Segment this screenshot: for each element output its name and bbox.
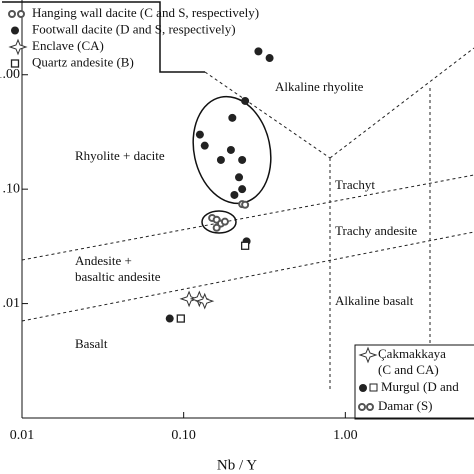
legend-icon <box>10 59 20 68</box>
point <box>195 130 204 139</box>
point <box>238 155 247 164</box>
legend-icon <box>366 403 374 411</box>
group-outline <box>201 210 237 234</box>
field-boundary <box>204 71 331 159</box>
point <box>220 217 229 226</box>
field-label: Basalt <box>75 336 108 351</box>
point <box>230 190 239 199</box>
field-boundary <box>21 231 474 322</box>
field-label: Andesite + <box>75 253 132 268</box>
field-label: Trachyt <box>335 177 375 192</box>
y-tick-label: .10 <box>3 181 21 196</box>
point <box>226 145 235 154</box>
point <box>235 173 244 182</box>
field-boundary <box>329 47 474 159</box>
field-label: Alkaline basalt <box>335 293 414 308</box>
field-boundary <box>21 174 474 261</box>
y-tick-label: .01 <box>3 296 21 311</box>
legend-label: Hanging wall dacite (C and S, respective… <box>32 5 259 20</box>
point <box>200 141 209 150</box>
legend-icon <box>369 383 378 392</box>
legend-label: Footwall dacite (D and S, respectively) <box>32 21 236 36</box>
inset-legend-label: Damar (S) <box>378 398 433 413</box>
legend-icon <box>359 384 367 392</box>
legend-label: Quartz andesite (B) <box>32 54 134 69</box>
legend-icon <box>358 346 378 364</box>
field-label: Alkaline rhyolite <box>275 79 364 94</box>
inset-legend-label: (C and CA) <box>378 362 439 377</box>
legend-label: Enclave (CA) <box>32 38 104 53</box>
point <box>165 314 174 323</box>
field-label: Rhyolite + dacite <box>75 148 165 163</box>
legend-icon <box>358 403 366 411</box>
point <box>176 314 185 323</box>
field-label: Trachy andesite <box>335 223 417 238</box>
x-tick-label: 0.01 <box>10 428 35 443</box>
legend-icon <box>17 10 25 18</box>
point <box>238 185 247 194</box>
inset-legend-frame <box>354 344 474 420</box>
x-axis-label: Nb / Y <box>217 457 257 473</box>
y-tick-label: 1.00 <box>0 67 20 82</box>
point <box>228 113 237 122</box>
point <box>254 47 263 56</box>
field-label: basaltic andesite <box>75 269 161 284</box>
inset-legend-label: Çakmakkaya <box>378 346 446 361</box>
point <box>241 96 250 105</box>
legend-icon <box>8 38 28 56</box>
legend-frame <box>2 1 205 73</box>
point <box>216 155 225 164</box>
point <box>265 54 274 63</box>
legend-icon <box>11 26 19 35</box>
point <box>241 200 250 209</box>
x-tick-label: 0.10 <box>171 428 196 443</box>
point <box>195 292 215 310</box>
legend-icon <box>8 10 16 18</box>
x-tick-label: 1.00 <box>333 428 358 443</box>
inset-legend-label: Murgul (D and <box>381 379 459 394</box>
point <box>212 223 221 232</box>
point <box>240 241 250 250</box>
